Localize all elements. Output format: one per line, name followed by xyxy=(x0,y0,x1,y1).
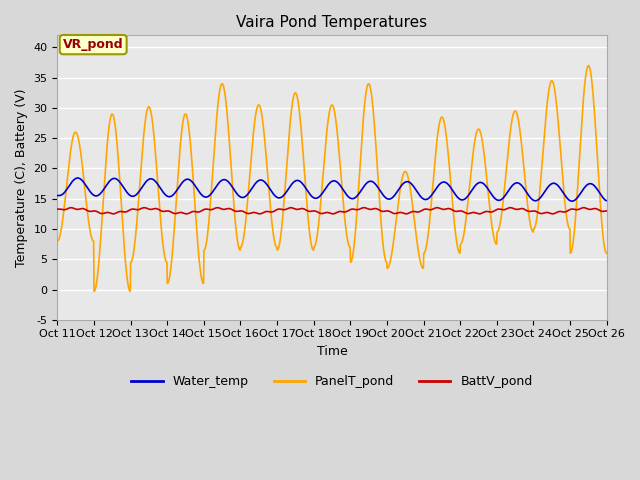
Water_temp xyxy=(603,198,611,204)
Water_temp xyxy=(163,193,170,199)
PanelT_pond xyxy=(538,166,545,171)
Water_temp xyxy=(237,194,245,200)
BattV_pond xyxy=(418,208,426,214)
PanelT_pond xyxy=(418,263,426,269)
BattV_pond xyxy=(538,211,546,216)
PanelT_pond xyxy=(603,250,611,256)
Water_temp xyxy=(74,175,81,181)
Water_temp xyxy=(538,193,545,199)
X-axis label: Time: Time xyxy=(317,345,348,358)
Line: PanelT_pond: PanelT_pond xyxy=(58,66,607,291)
Water_temp xyxy=(418,194,426,200)
Line: BattV_pond: BattV_pond xyxy=(58,208,607,214)
BattV_pond xyxy=(433,205,441,211)
Title: Vaira Pond Temperatures: Vaira Pond Temperatures xyxy=(236,15,428,30)
BattV_pond xyxy=(603,208,611,214)
PanelT_pond xyxy=(163,259,170,265)
PanelT_pond xyxy=(176,147,184,153)
Water_temp xyxy=(568,198,575,204)
BattV_pond xyxy=(490,208,497,214)
Y-axis label: Temperature (C), Battery (V): Temperature (C), Battery (V) xyxy=(15,88,28,267)
BattV_pond xyxy=(163,208,170,214)
PanelT_pond xyxy=(237,244,245,250)
Text: VR_pond: VR_pond xyxy=(63,38,124,51)
PanelT_pond xyxy=(490,231,497,237)
Water_temp xyxy=(54,192,61,198)
Water_temp xyxy=(490,194,497,200)
Line: Water_temp: Water_temp xyxy=(58,178,607,201)
PanelT_pond xyxy=(584,63,592,69)
PanelT_pond xyxy=(90,288,98,294)
BattV_pond xyxy=(329,211,337,217)
BattV_pond xyxy=(237,208,245,214)
BattV_pond xyxy=(54,206,61,212)
BattV_pond xyxy=(176,210,184,216)
Legend: Water_temp, PanelT_pond, BattV_pond: Water_temp, PanelT_pond, BattV_pond xyxy=(126,370,538,393)
PanelT_pond xyxy=(54,238,61,244)
Water_temp xyxy=(176,183,184,189)
